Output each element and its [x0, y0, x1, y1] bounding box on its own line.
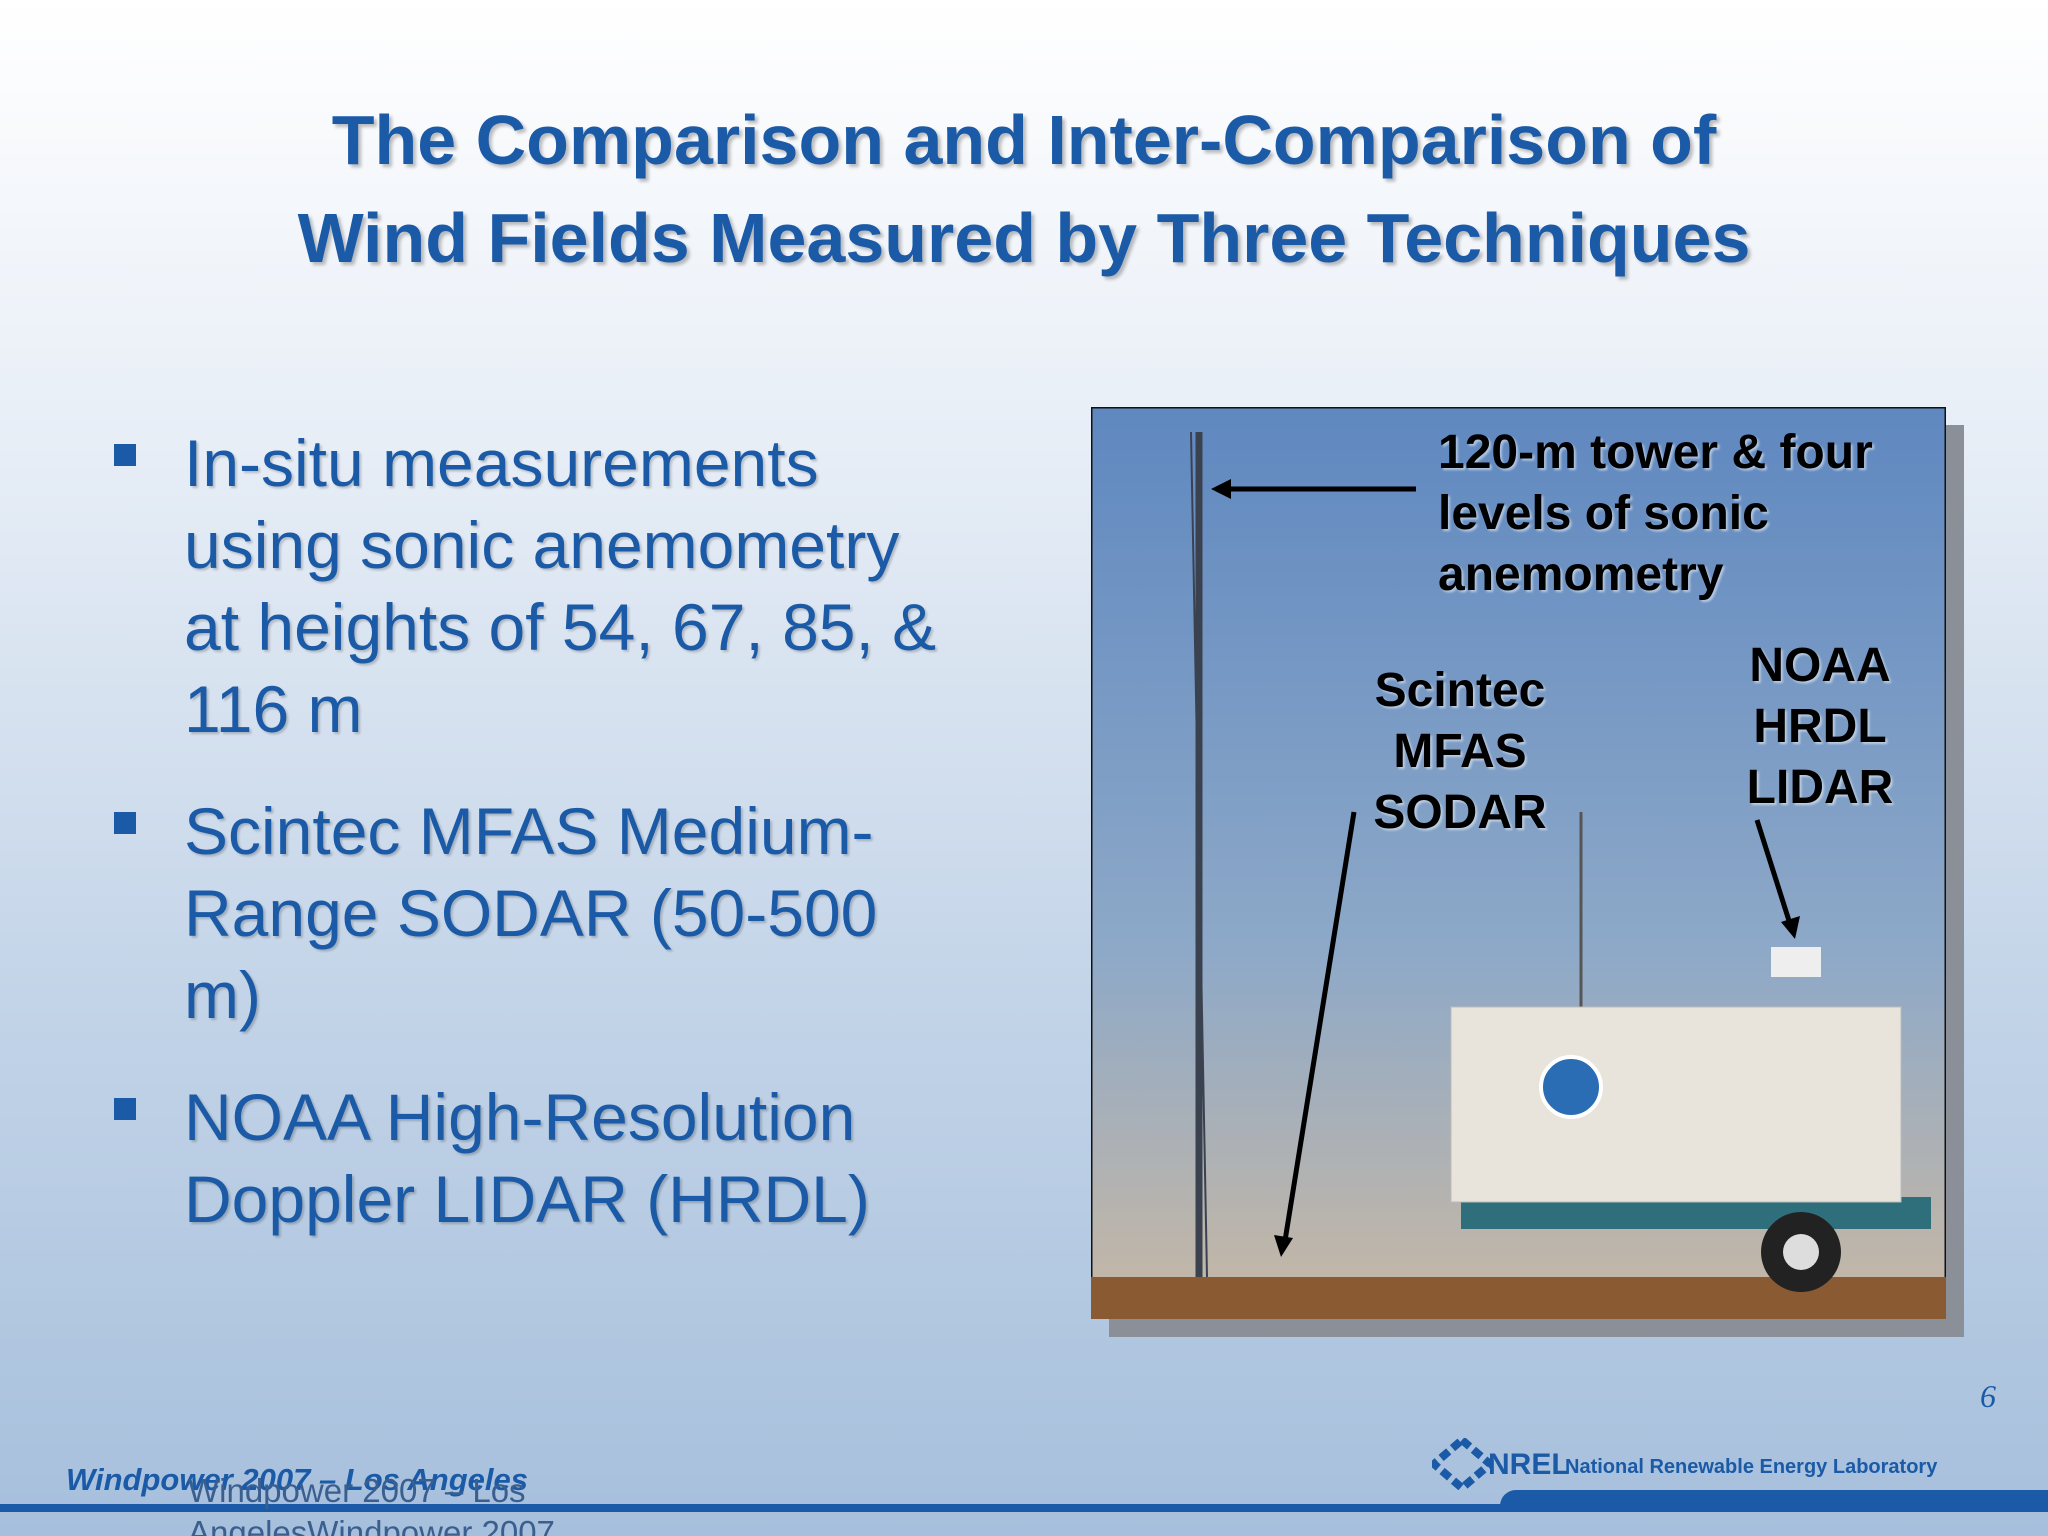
bullet-text: Scintec MFAS Medium-Range SODAR (50-500 …	[184, 794, 878, 1032]
title-line: The Comparison and Inter-Comparison of	[331, 101, 1717, 179]
tower-brace	[1190, 431, 1208, 1278]
logo-mark: NREL	[1488, 1448, 1570, 1481]
footer-bar-swoosh	[1500, 1490, 2048, 1506]
arrowhead	[1781, 916, 1800, 939]
bullet-marker	[114, 1098, 136, 1120]
bullet-marker	[114, 444, 136, 466]
bullet-marker	[114, 812, 136, 834]
bullet-text: In-situ measurements using sonic anemome…	[184, 426, 937, 746]
logo-text: National Renewable Energy Laboratory	[1565, 1456, 1938, 1478]
footer-text: Windpower 2007 – Los Angeles	[66, 1462, 528, 1497]
nrel-logo-icon	[1432, 1438, 1492, 1490]
page-number: 6	[1980, 1378, 1996, 1414]
photo-label: NOAA HRDL LIDAR	[1746, 639, 1894, 814]
bullet-text: NOAA High-Resolution Doppler LIDAR (HRDL…	[184, 1080, 870, 1236]
hub	[1783, 1234, 1819, 1270]
title-line: Wind Fields Measured by Three Techniques	[297, 199, 1751, 277]
arrow-sodar	[1281, 811, 1357, 1248]
noaa-logo	[1539, 1055, 1603, 1119]
arrowhead	[1211, 479, 1231, 499]
photo-label: 120-m tower & four levels of sonic anemo…	[1438, 426, 1873, 601]
arrowhead	[1274, 1235, 1293, 1257]
container	[1450, 1006, 1902, 1203]
lidar-unit	[1771, 947, 1821, 977]
arrow-lidar	[1754, 819, 1794, 928]
footer-bar	[0, 1504, 2048, 1512]
photo-label: Scintec MFAS SODAR	[1373, 664, 1547, 839]
photo	[1091, 407, 1946, 1319]
footer-overlap-text: Windpower 2007 – Los AngelesWindpower 20…	[188, 1472, 555, 1536]
